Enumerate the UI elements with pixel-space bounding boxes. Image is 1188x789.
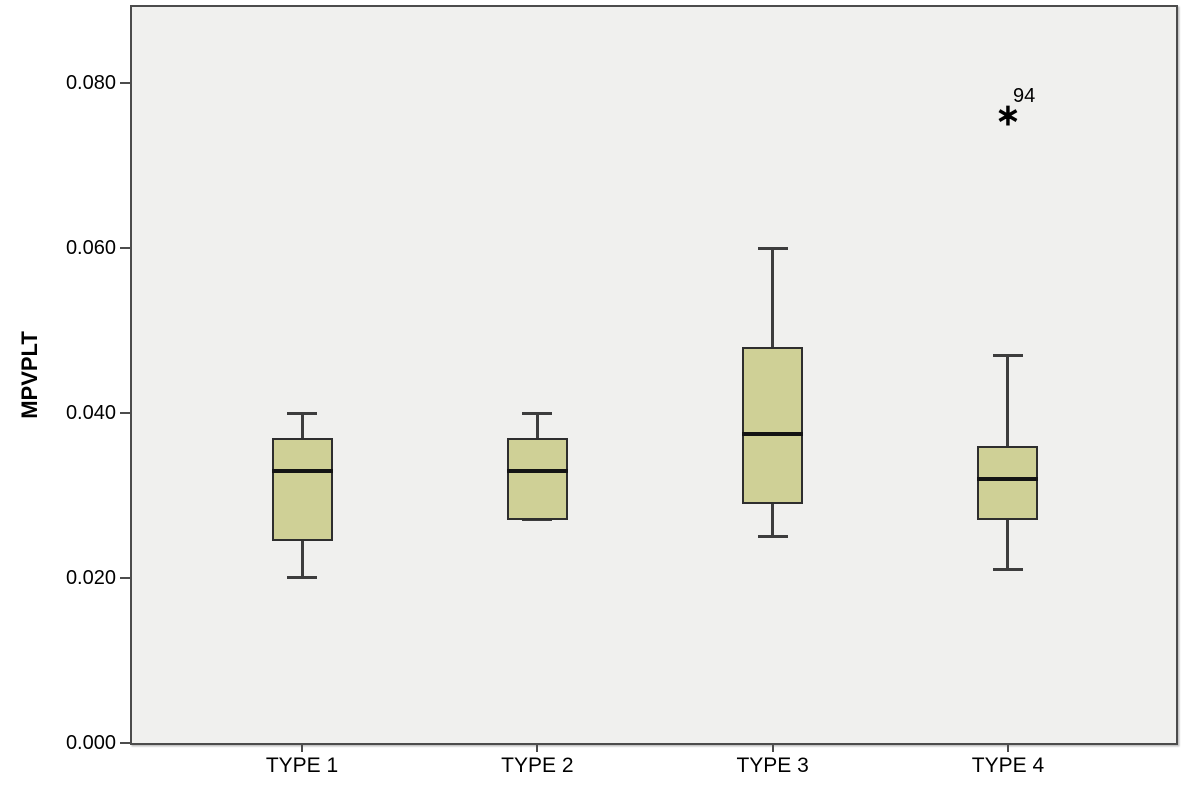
median-type-3: [742, 431, 804, 436]
y-tick-label: 0.020: [65, 566, 116, 589]
box-type-3: [742, 346, 804, 504]
y-tick-mark: [120, 81, 130, 84]
y-tick-mark: [120, 411, 130, 414]
outlier-asterisk-icon: ∗: [995, 98, 1021, 132]
median-type-1: [271, 468, 333, 473]
whisker-cap-high-type-2: [522, 411, 553, 415]
y-tick-label: 0.040: [65, 401, 116, 424]
box-type-1: [271, 437, 333, 541]
whisker-cap-high-type-1: [287, 411, 317, 415]
box-type-2: [506, 437, 568, 521]
whisker-cap-low-type-4: [992, 567, 1023, 571]
whisker-cap-low-type-1: [287, 575, 317, 579]
x-tick-mark: [536, 745, 539, 752]
whisker-cap-high-type-4: [992, 354, 1023, 358]
whisker-cap-high-type-3: [757, 246, 788, 250]
y-tick-mark: [120, 246, 130, 249]
plot-area: [130, 5, 1178, 745]
x-category-label: TYPE 2: [501, 754, 574, 777]
x-category-label: TYPE 4: [971, 754, 1045, 777]
x-tick-mark: [301, 745, 303, 752]
box-type-4: [977, 445, 1039, 521]
y-tick-label: 0.000: [65, 732, 116, 754]
median-type-4: [977, 476, 1039, 481]
y-tick-label: 0.060: [65, 236, 116, 259]
median-type-2: [506, 468, 568, 473]
x-category-label: TYPE 3: [736, 754, 809, 777]
y-tick-label: 0.080: [65, 71, 116, 94]
outlier-case-label: 94: [1012, 84, 1036, 107]
whisker-cap-low-type-3: [757, 534, 788, 538]
x-tick-mark: [1006, 745, 1009, 752]
x-category-label: TYPE 1: [265, 754, 339, 777]
y-tick-mark: [120, 742, 130, 744]
y-tick-mark: [120, 576, 130, 579]
x-tick-mark: [771, 745, 774, 752]
